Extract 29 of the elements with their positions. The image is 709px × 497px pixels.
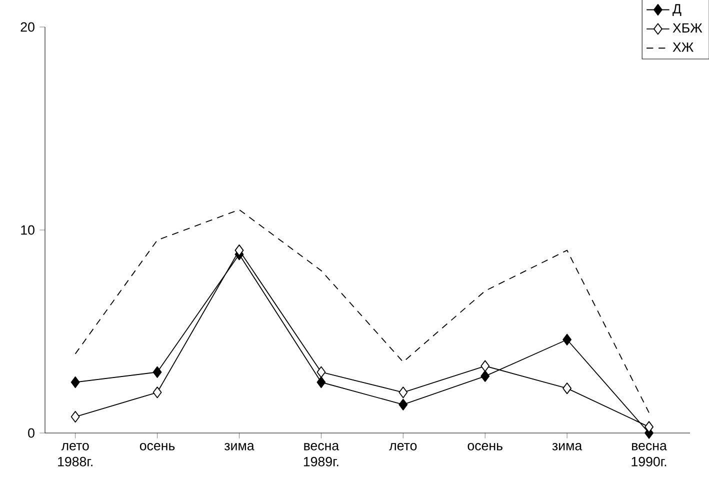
point bbox=[152, 366, 162, 378]
x-tick-label: лето 1988г. bbox=[58, 443, 92, 466]
x-tick-label: осень bbox=[468, 443, 502, 450]
y-tick-label: 0 bbox=[28, 428, 34, 438]
point bbox=[70, 410, 80, 423]
point bbox=[316, 376, 326, 388]
point bbox=[70, 376, 80, 388]
x-tick-label: весна 1990г. bbox=[632, 443, 667, 466]
point bbox=[398, 386, 408, 398]
x-tick-label: зима bbox=[552, 443, 582, 450]
line-series bbox=[74, 209, 650, 414]
point bbox=[562, 382, 572, 394]
legend-label: ХЖ bbox=[672, 42, 694, 52]
y-tick-label: 20 bbox=[20, 22, 34, 32]
point bbox=[234, 244, 244, 256]
x-tick-label: лето bbox=[389, 443, 417, 450]
legend-label: Д bbox=[672, 4, 682, 16]
point bbox=[316, 366, 326, 378]
x-tick-label: зима bbox=[224, 443, 254, 450]
point bbox=[480, 370, 490, 382]
y-tick-label: 10 bbox=[21, 225, 34, 235]
legend-label: ХБЖ bbox=[672, 23, 702, 33]
point bbox=[644, 421, 654, 433]
point bbox=[152, 386, 162, 398]
x-tick-label: весна 1989г. bbox=[304, 443, 340, 466]
point bbox=[480, 360, 490, 372]
x-tick-label: осень bbox=[140, 443, 175, 450]
point bbox=[398, 398, 408, 410]
point bbox=[562, 334, 572, 346]
